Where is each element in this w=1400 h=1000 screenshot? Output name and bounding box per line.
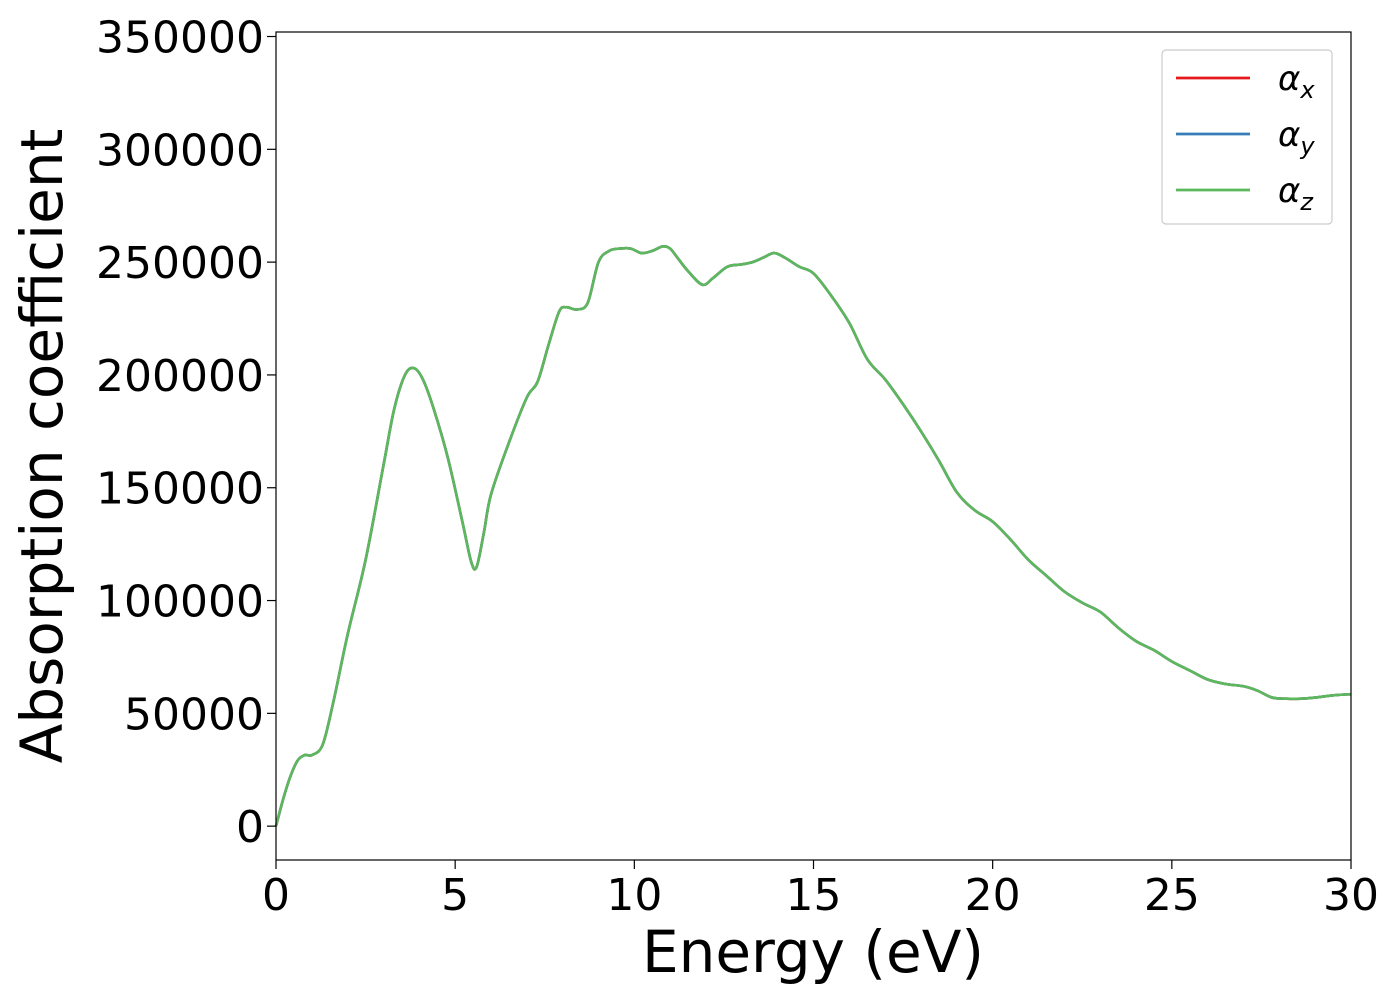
y-axis: 0 50000 100000 150000 200000 250000 300000 3500… bbox=[96, 13, 276, 853]
legend-label-x: αx bbox=[1278, 59, 1315, 104]
y-tick-label: 350000 bbox=[96, 13, 264, 64]
series-line-z bbox=[274, 244, 1352, 827]
x-tick-label: 5 bbox=[441, 870, 469, 921]
x-axis-title: Energy (eV) bbox=[642, 918, 984, 986]
y-tick-label: 250000 bbox=[96, 238, 264, 289]
x-tick-label: 20 bbox=[965, 870, 1021, 921]
legend: αx αy αz bbox=[1161, 49, 1333, 225]
y-tick-label: 150000 bbox=[96, 464, 264, 515]
legend-label-y: αy bbox=[1278, 115, 1315, 160]
y-axis-title: Absorption coefficient bbox=[8, 129, 76, 764]
x-tick-label: 10 bbox=[606, 870, 662, 921]
x-tick-label: 0 bbox=[262, 870, 290, 921]
series-layer bbox=[274, 244, 1352, 827]
y-tick-label: 50000 bbox=[124, 689, 264, 740]
y-tick-label: 200000 bbox=[96, 351, 264, 402]
legend-box bbox=[1161, 49, 1333, 225]
x-tick-label: 25 bbox=[1144, 870, 1200, 921]
y-tick-label: 100000 bbox=[96, 577, 264, 628]
legend-label-z: αz bbox=[1278, 171, 1314, 216]
x-tick-label: 15 bbox=[786, 870, 842, 921]
x-tick-label: 30 bbox=[1323, 870, 1379, 921]
x-axis: 0 5 10 15 20 25 30 bbox=[262, 860, 1379, 921]
y-tick-label: 300000 bbox=[96, 125, 264, 176]
y-tick-label: 0 bbox=[236, 802, 264, 853]
